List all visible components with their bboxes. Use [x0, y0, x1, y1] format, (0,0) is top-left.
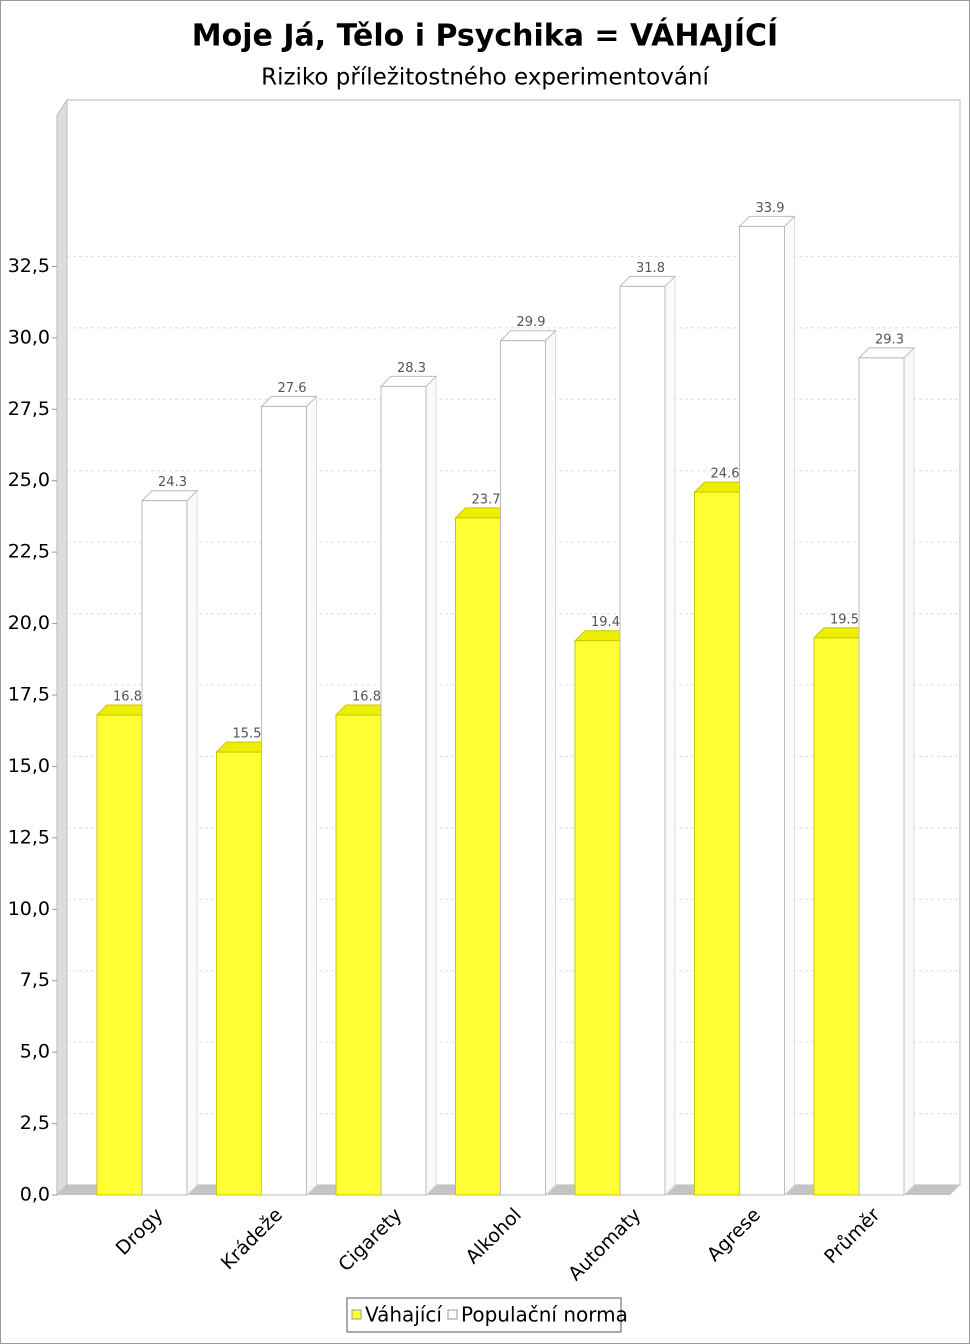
bar — [380, 385, 427, 1196]
y-tick-label: 10,0 — [8, 898, 50, 920]
bar — [455, 517, 501, 1196]
value-label: 16.8 — [113, 690, 142, 705]
value-label: 16.8 — [352, 690, 381, 705]
legend-label: Váhající — [365, 1303, 443, 1327]
value-label: 31.8 — [636, 261, 665, 276]
bar — [96, 714, 143, 1196]
bar-side — [545, 329, 556, 1197]
y-tick-label: 0,0 — [20, 1184, 50, 1206]
bar — [216, 751, 262, 1196]
y-tick-label: 12,5 — [8, 826, 50, 848]
bar-top — [140, 490, 199, 502]
left-wall — [56, 98, 68, 1197]
bar-top — [499, 330, 557, 342]
y-tick-label: 22,5 — [8, 541, 50, 563]
bar-top — [738, 215, 796, 227]
y-tick-label: 32,5 — [8, 255, 50, 277]
bar — [574, 640, 621, 1196]
y-tick-label: 7,5 — [20, 969, 50, 991]
value-label: 29.9 — [517, 315, 546, 330]
bar — [739, 225, 785, 1196]
value-label: 15.5 — [233, 727, 262, 742]
bar — [813, 637, 860, 1196]
value-label: 29.3 — [875, 332, 904, 347]
value-label: 19.5 — [830, 612, 859, 627]
bar-side — [306, 395, 317, 1197]
bar-side — [425, 375, 437, 1197]
y-tick-label: 25,0 — [8, 469, 50, 491]
value-label: 24.6 — [711, 467, 740, 482]
bar-side — [784, 215, 795, 1197]
value-label: 23.7 — [472, 492, 501, 507]
legend: Váhající Populační norma — [346, 1297, 628, 1333]
value-label: 24.3 — [158, 475, 187, 490]
chart-title: Moje Já, Tělo i Psychika = VÁHAJÍCÍ — [192, 18, 778, 54]
bar-top — [379, 375, 438, 387]
bar — [619, 285, 666, 1196]
value-label: 19.4 — [591, 615, 620, 630]
bar — [858, 357, 905, 1196]
bar-top — [618, 275, 677, 287]
bar-side — [903, 346, 915, 1197]
legend-swatch — [447, 1309, 458, 1320]
value-label: 33.9 — [756, 201, 785, 216]
bar-top — [260, 395, 318, 407]
bar-side — [664, 275, 676, 1197]
bar — [261, 405, 307, 1196]
y-tick-label: 17,5 — [8, 684, 50, 706]
legend-box — [346, 1297, 622, 1333]
y-tick-label: 15,0 — [8, 755, 50, 777]
y-tick-label: 27,5 — [8, 398, 50, 420]
y-tick-label: 5,0 — [20, 1041, 50, 1063]
bar — [500, 340, 546, 1196]
y-tick-label: 20,0 — [8, 612, 50, 634]
legend-label: Populační norma — [461, 1303, 628, 1327]
bar-side — [186, 489, 198, 1197]
bar — [335, 714, 382, 1196]
legend-swatch — [351, 1309, 362, 1320]
chart-subtitle: Riziko příležitostného experimentování — [261, 65, 709, 91]
value-label: 27.6 — [278, 381, 307, 396]
y-tick-label: 2,5 — [20, 1112, 50, 1134]
bars — [95, 215, 916, 1197]
bar-top — [857, 347, 916, 359]
value-label: 28.3 — [397, 361, 426, 376]
y-tick-label: 30,0 — [8, 326, 50, 348]
bar — [694, 491, 740, 1196]
bar — [141, 500, 188, 1196]
